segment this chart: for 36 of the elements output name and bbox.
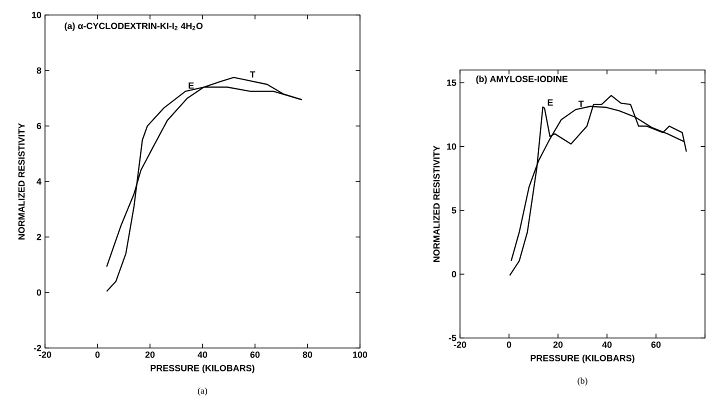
x-tick-label: 0: [95, 352, 100, 358]
x-tick-label: 40: [198, 352, 208, 358]
y-tick-label: 5: [452, 207, 456, 214]
y-axis-title: NORMALIZED RESISTIVITY: [433, 146, 440, 262]
y-tick-label: 0: [452, 271, 456, 278]
y-axis-title: NORMALIZED RESISTIVITY: [18, 123, 25, 240]
annotation: E: [188, 82, 194, 89]
x-tick-label: -20: [454, 342, 466, 348]
y-tick-label: 10: [32, 12, 42, 18]
y-tick-label: -5: [448, 334, 456, 342]
text: (a): [198, 388, 208, 396]
y-tick-label: 8: [36, 67, 42, 74]
x-tick-label: -20: [38, 352, 52, 358]
text: (a) α-CYCLODEXTRIN-KI-I$_{2}$ 4H$_{2}$O: [64, 22, 203, 31]
x-tick-label: 0: [506, 342, 512, 348]
x-axis-title: PRESSURE (KILOBARS): [530, 354, 634, 364]
y-tick-label: 6: [36, 122, 42, 130]
x-tick-label: 40: [602, 342, 612, 348]
y-tick-label: 10: [447, 143, 456, 150]
y-tick-label: -2: [34, 344, 42, 352]
y-tick-label: 0: [36, 289, 42, 296]
x-tick-label: 60: [250, 352, 260, 358]
x-tick-label: 100: [353, 352, 368, 358]
y-tick-label: 4: [36, 178, 42, 185]
x-tick-label: 60: [651, 342, 661, 348]
x-tick-label: 20: [553, 342, 563, 348]
text: (b): [578, 378, 588, 386]
x-axis-title: PRESSURE (KILOBARS): [150, 364, 254, 374]
text: (b) AMYLOSE-IODINE: [476, 76, 568, 84]
y-tick-label: 15: [447, 80, 456, 86]
x-tick-label: 20: [145, 352, 155, 358]
annotation: T: [578, 100, 584, 107]
annotation: T: [250, 71, 256, 78]
annotation: E: [548, 99, 553, 106]
y-tick-label: 2: [36, 234, 42, 240]
x-tick-label: 80: [302, 352, 312, 358]
